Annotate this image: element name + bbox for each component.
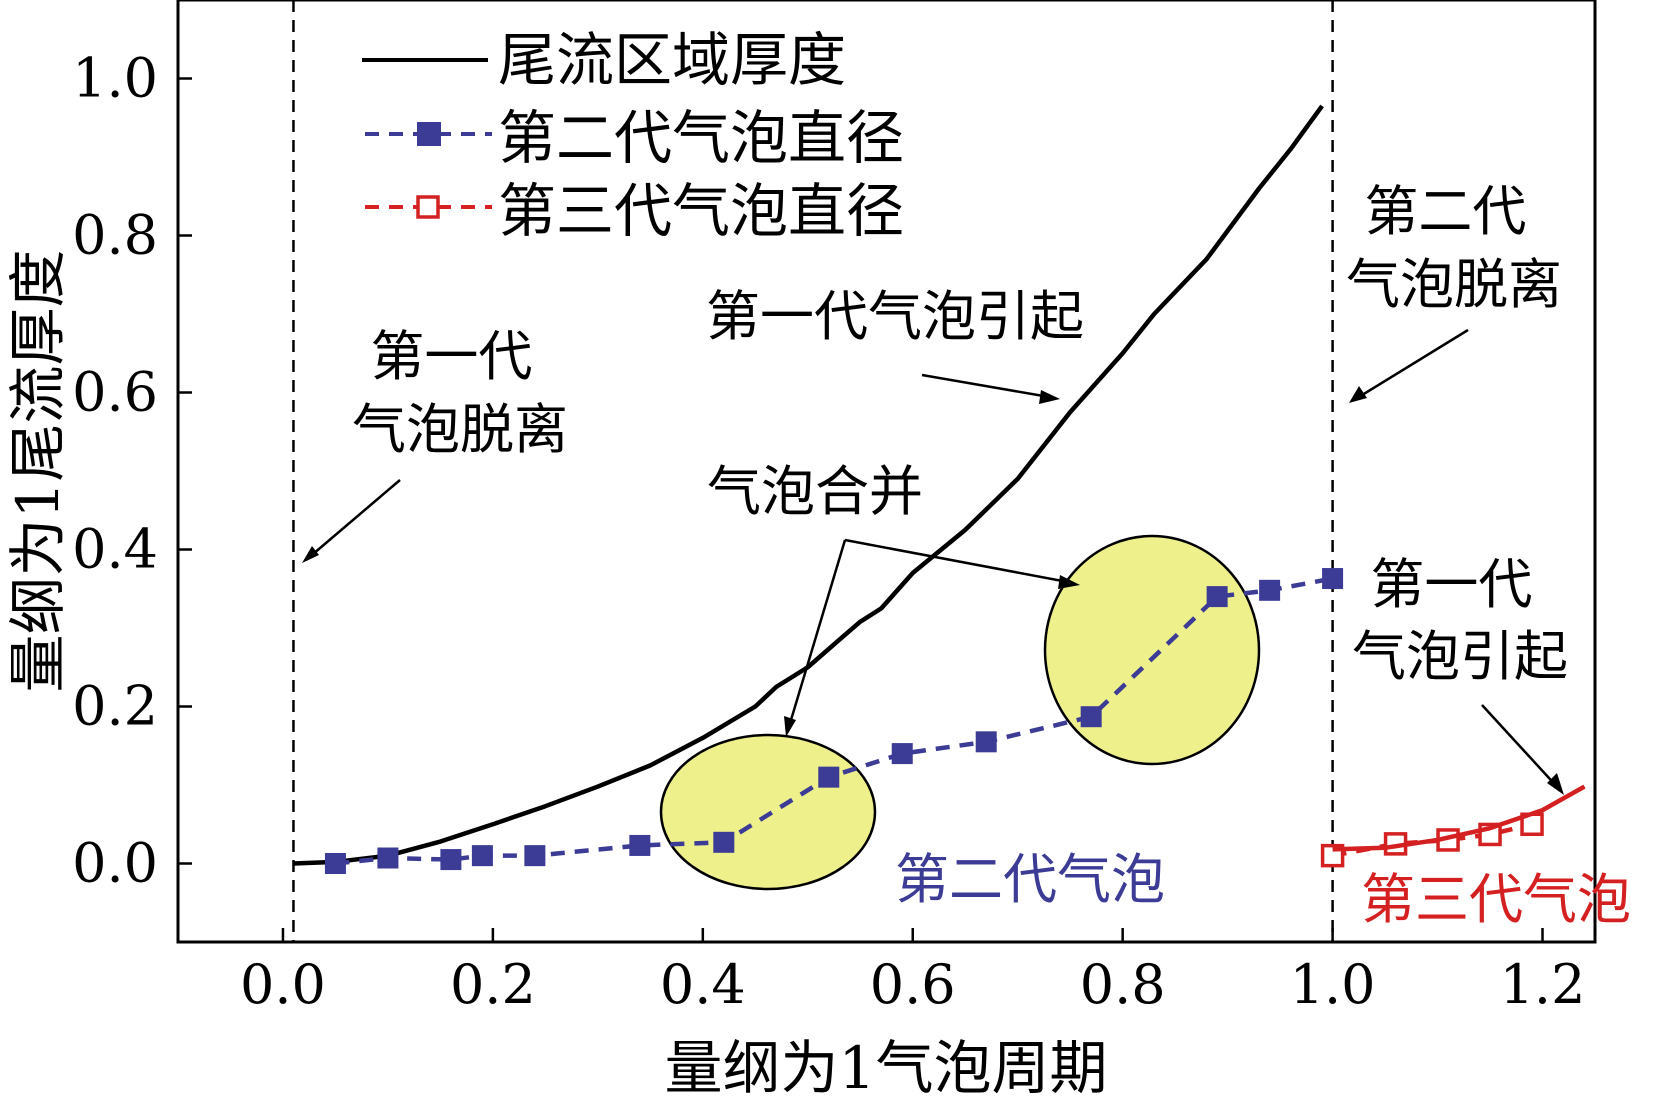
annotation-arrows: [302, 328, 1564, 795]
annotation-merge: 气泡合并: [707, 460, 923, 523]
arrow-gen1-induced-right: [1481, 704, 1561, 791]
arrow-gen2-detach-head: [1349, 386, 1367, 403]
annotation-gen2-bubble: 第二代气泡: [895, 848, 1165, 911]
series-layer: [293, 104, 1586, 874]
series-line-3: [1332, 784, 1586, 852]
series-1-marker-6: [713, 831, 735, 853]
series-line-0: [293, 104, 1324, 866]
series-1-marker-2: [440, 849, 462, 871]
x-tick-label-2: 0.4: [660, 953, 746, 1016]
annotation-gen3-bubble: 第三代气泡: [1361, 868, 1631, 931]
series-1-marker-1: [377, 847, 399, 869]
merge-highlight-ellipses: [659, 534, 1261, 891]
annotation-gen1-induced-right-line1: 第一代: [1370, 553, 1532, 616]
annotation-gen2-detach-line1: 第二代: [1364, 180, 1526, 243]
arrow-merge-right-head: [1058, 575, 1080, 589]
annotation-gen1-detach: 第一代 气泡脱离: [352, 325, 568, 461]
legend-item-1: 第二代气泡直径: [365, 104, 904, 172]
series-1-marker-5: [629, 834, 651, 856]
legend-label-0: 尾流区域厚度: [498, 26, 846, 94]
x-tick-label-5: 1.0: [1290, 953, 1376, 1016]
x-tick-label-4: 0.8: [1080, 953, 1166, 1016]
annotations: 第一代 气泡脱离 第一代气泡引起 第二代 气泡脱离 气泡合并 第一代 气泡引起 …: [352, 180, 1631, 931]
arrow-gen1-induced-right-head: [1547, 773, 1564, 795]
legend-label-2: 第三代气泡直径: [498, 177, 904, 245]
annotation-gen1-induced: 第一代气泡引起: [706, 285, 1084, 348]
series-1-marker-11: [1206, 586, 1228, 608]
legend-marker-1: [417, 122, 441, 146]
plot-frame: [176, 0, 1597, 944]
y-tick-label-0: 0.0: [72, 832, 158, 895]
series-1-marker-8: [891, 743, 913, 765]
arrow-gen1-induced-head: [1039, 390, 1060, 404]
axes-layer: 0.0 0.2 0.4 0.6 0.8 1.0 1.2 0.0 0.2 0.4 0.6 0.8 1.0: [72, 47, 1585, 1017]
x-tick-label-1: 0.2: [450, 953, 536, 1016]
x-tick-label-3: 0.6: [870, 953, 956, 1016]
merge-ellipse-2: [1043, 534, 1261, 766]
annotation-gen2-detach-line2: 气泡脱离: [1346, 253, 1562, 316]
legend: 尾流区域厚度 第二代气泡直径 第三代气泡直径: [362, 26, 904, 245]
annotation-gen1-detach-line1: 第一代: [370, 325, 532, 388]
legend-item-2: 第三代气泡直径: [365, 177, 904, 245]
annotation-gen1-induced-right: 第一代 气泡引起: [1352, 553, 1568, 688]
y-tick-label-4: 0.8: [72, 204, 158, 267]
legend-label-1: 第二代气泡直径: [498, 104, 904, 172]
series-1-marker-10: [1080, 706, 1102, 728]
y-tick-label-1: 0.2: [72, 675, 158, 738]
annotation-gen1-detach-line2: 气泡脱离: [352, 398, 568, 461]
legend-item-0: 尾流区域厚度: [362, 26, 846, 94]
series-1-marker-3: [471, 845, 493, 867]
series-1-marker-12: [1259, 579, 1281, 601]
series-line-2: [1332, 822, 1533, 858]
y-tick-label-2: 0.4: [72, 518, 158, 581]
arrow-gen1-detach-head: [302, 546, 319, 563]
arrow-gen1-induced: [921, 373, 1056, 400]
x-tick-label-0: 0.0: [240, 953, 326, 1016]
y-tick-label-3: 0.6: [72, 361, 158, 424]
annotation-gen2-detach: 第二代 气泡脱离: [1346, 180, 1562, 316]
plot-area: [176, 0, 1597, 944]
arrow-merge-right: [844, 538, 1074, 585]
annotation-gen1-induced-right-line2: 气泡引起: [1352, 625, 1568, 688]
series-1-marker-4: [524, 845, 546, 867]
series-1-marker-13: [1322, 568, 1344, 590]
legend-marker-2: [416, 195, 440, 219]
arrow-gen2-detach: [1353, 328, 1469, 402]
arrow-merge-left-head: [784, 716, 796, 737]
series-1-marker-9: [975, 731, 997, 753]
x-axis-label: 量纲为1气泡周期: [665, 1034, 1108, 1102]
y-axis-label: 量纲为1尾流厚度: [4, 250, 72, 693]
arrow-merge-left: [786, 539, 847, 731]
x-tick-label-6: 1.2: [1500, 953, 1586, 1016]
y-tick-label-5: 1.0: [72, 47, 158, 110]
series-1-marker-0: [324, 853, 346, 874]
series-1-marker-7: [818, 766, 840, 788]
merge-ellipse-1: [659, 733, 877, 891]
vertical-marker-lines: [292, 0, 1334, 942]
arrow-gen1-detach: [305, 479, 401, 561]
